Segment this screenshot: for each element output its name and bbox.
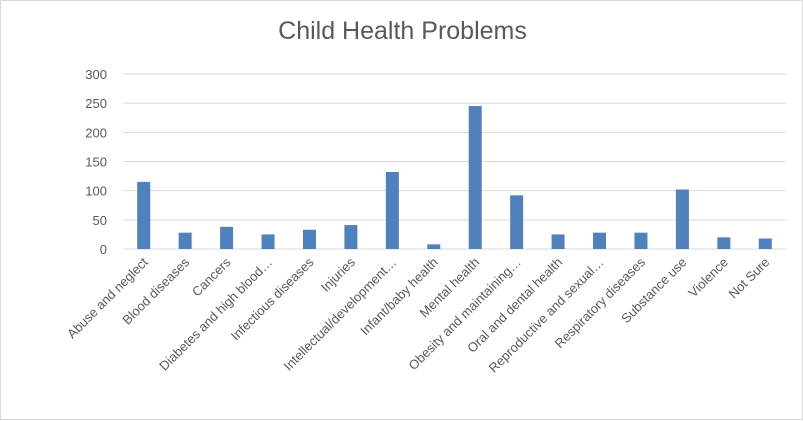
y-tick-label: 50	[93, 213, 107, 228]
bar	[137, 181, 151, 249]
bar	[178, 232, 192, 249]
x-tick-label: Infant/baby health	[357, 255, 441, 339]
bar	[510, 195, 524, 249]
bar	[427, 244, 441, 249]
y-tick-label: 150	[85, 155, 107, 170]
y-tick-label: 100	[85, 184, 107, 199]
bar	[717, 237, 731, 249]
bar	[468, 106, 482, 249]
bar	[344, 225, 358, 249]
x-tick-label: Violence	[685, 255, 731, 301]
chart-title: Child Health Problems	[278, 17, 527, 45]
y-tick-label: 200	[85, 125, 107, 140]
y-tick-label: 300	[85, 67, 107, 82]
bar	[261, 234, 275, 249]
bar	[220, 226, 234, 249]
x-tick-label: Not Sure	[726, 255, 773, 302]
bar	[593, 232, 607, 249]
bar	[758, 238, 772, 249]
bar	[675, 189, 689, 249]
y-tick-label: 250	[85, 96, 107, 111]
bar	[634, 232, 648, 249]
y-tick-label: 0	[100, 242, 107, 257]
bar	[551, 234, 565, 249]
bar	[302, 229, 316, 249]
bar	[385, 172, 399, 249]
x-tick-label: Injuries	[318, 254, 359, 295]
